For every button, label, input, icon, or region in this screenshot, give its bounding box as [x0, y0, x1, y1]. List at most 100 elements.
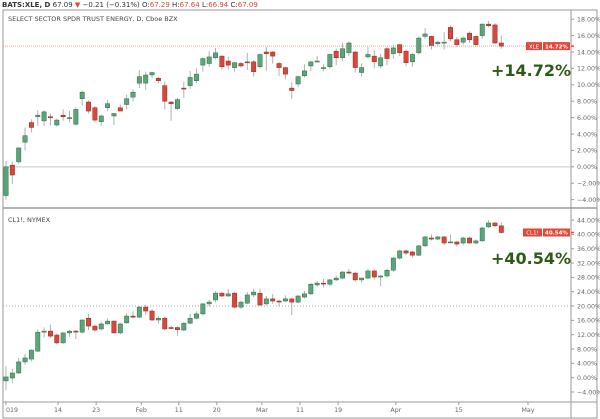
y-tick-label: 4.00% — [577, 131, 597, 138]
symbol-badge — [523, 228, 542, 237]
candle-up — [16, 361, 22, 374]
candle-up — [308, 61, 314, 67]
candle-down — [130, 315, 136, 318]
candle-up — [422, 33, 428, 37]
candle-down — [73, 330, 79, 333]
candle-down — [48, 330, 53, 337]
candle-up — [175, 99, 180, 109]
candle-down — [92, 107, 98, 121]
candle-down — [238, 63, 244, 67]
candle-down — [9, 164, 15, 176]
y-tick-label: −4.00% — [577, 389, 600, 396]
candle-down — [371, 270, 377, 278]
symbol-badge — [526, 42, 542, 51]
x-tick-label: 019 — [6, 407, 18, 414]
symbol-name[interactable]: BATS:XLE, D — [2, 1, 51, 9]
candle-up — [16, 147, 22, 163]
low-label: L: — [201, 1, 209, 9]
candle-up — [416, 37, 422, 54]
candle-down — [219, 292, 225, 297]
candle-up — [378, 57, 384, 67]
candle-up — [346, 42, 352, 54]
candle-up — [295, 76, 301, 85]
candle-up — [378, 275, 384, 278]
candle-down — [143, 306, 149, 312]
y-tick-label: 28.00% — [577, 275, 600, 282]
candle-up — [390, 257, 396, 271]
candle-down — [117, 107, 123, 112]
candle-up — [111, 113, 117, 117]
symbol-badge-label: CL1! — [526, 231, 539, 237]
candle-down — [409, 251, 415, 256]
candle-up — [79, 319, 85, 333]
y-tick-label: 14.00% — [577, 49, 600, 56]
candle-up — [308, 283, 314, 295]
candle-down — [403, 250, 409, 254]
xle-pane-title: SELECT SECTOR SPDR TRUST ENERGY, D, Cboe… — [8, 15, 178, 23]
candle-down — [251, 61, 257, 72]
candle-up — [35, 331, 41, 352]
candle-down — [397, 44, 403, 54]
y-tick-label: 40.00% — [577, 232, 600, 239]
triangle-down-icon: ▼ — [74, 1, 81, 9]
symbol-badge-label: XLE — [529, 44, 540, 50]
candle-up — [200, 303, 206, 315]
candle-down — [289, 298, 295, 303]
x-tick-label: 11 — [296, 407, 304, 414]
y-tick-label: −4.00% — [577, 197, 600, 204]
candle-up — [187, 317, 193, 324]
high-label: H: — [172, 1, 180, 9]
symbol-header: BATS:XLE, D 67.09 ▼ −0.21 (−0.31%) O:67.… — [2, 0, 258, 10]
candle-up — [263, 298, 269, 305]
candle-up — [384, 269, 390, 277]
xle-change-annotation: +14.72% — [491, 61, 572, 80]
candle-up — [460, 37, 466, 43]
candle-up — [73, 109, 79, 125]
candle-down — [168, 101, 174, 104]
candle-up — [105, 103, 111, 109]
candle-up — [238, 301, 244, 308]
close-value: 67.09 — [237, 1, 258, 9]
candle-up — [314, 60, 320, 63]
candle-down — [467, 237, 473, 244]
candle-up — [244, 294, 250, 304]
y-tick-label: 16.00% — [577, 33, 600, 40]
x-tick-label: Mar — [256, 407, 268, 414]
candle-down — [352, 272, 358, 281]
y-tick-label: 44.00% — [577, 217, 600, 224]
candle-up — [3, 376, 9, 382]
candle-up — [22, 135, 28, 143]
y-tick-label: 20.00% — [577, 303, 600, 310]
candle-up — [257, 54, 263, 68]
candle-down — [333, 50, 339, 58]
x-tick-label: Apr — [390, 407, 401, 414]
open-value: 67.29 — [149, 1, 170, 9]
candle-up — [194, 73, 199, 81]
candle-up — [327, 279, 333, 285]
candle-up — [41, 111, 47, 122]
price-change: −0.21 (−0.31%) — [82, 1, 140, 9]
candle-up — [41, 330, 47, 333]
chart-frame — [2, 9, 598, 419]
y-tick-label: 8.00% — [577, 99, 597, 106]
candle-up — [67, 117, 72, 119]
candle-up — [143, 74, 149, 84]
x-tick-label: 23 — [92, 407, 100, 414]
candle-up — [397, 250, 403, 259]
candle-up — [28, 349, 34, 360]
open-label: O: — [142, 1, 150, 9]
candle-up — [302, 70, 307, 77]
y-tick-label: 16.00% — [577, 318, 600, 325]
candle-down — [429, 36, 434, 46]
candle-up — [422, 236, 428, 247]
candle-down — [289, 87, 295, 91]
candle-down — [225, 60, 231, 66]
y-tick-label: 10.00% — [577, 82, 600, 89]
candle-down — [276, 63, 282, 68]
candle-down — [181, 87, 187, 90]
low-value: 66.94 — [208, 1, 229, 9]
candle-down — [371, 55, 377, 63]
candle-up — [225, 293, 231, 297]
candle-down — [168, 327, 174, 329]
